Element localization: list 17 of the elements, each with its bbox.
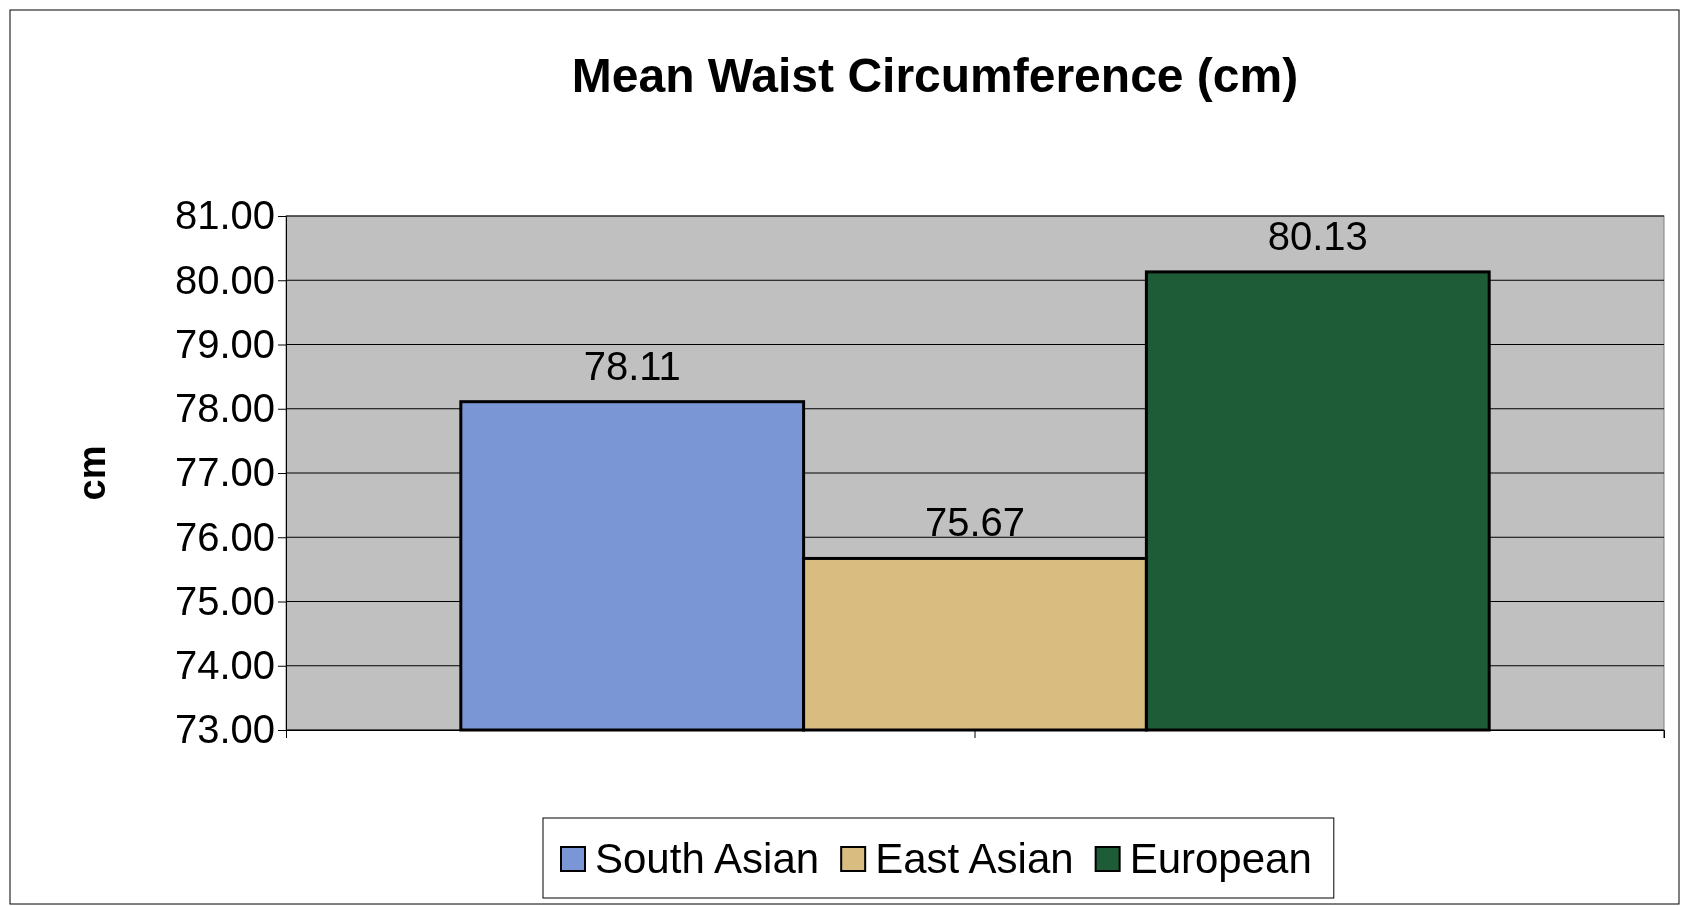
chart-title: Mean Waist Circumference (cm) <box>571 49 1299 102</box>
y-axis-title: cm <box>71 445 113 501</box>
data-label: 80.13 <box>1267 213 1368 258</box>
legend-label: European <box>1129 835 1312 882</box>
y-tick-label: 78.00 <box>174 386 275 431</box>
y-tick-label: 74.00 <box>174 643 275 688</box>
data-label: 78.11 <box>583 343 681 388</box>
data-label: 75.67 <box>924 500 1026 545</box>
y-tick-label: 75.00 <box>174 578 275 623</box>
legend-label: East Asian <box>875 835 1074 882</box>
y-tick-label: 76.00 <box>174 514 275 559</box>
y-tick-label: 79.00 <box>174 321 275 366</box>
y-tick-label: 81.00 <box>174 193 275 238</box>
y-tick-label: 73.00 <box>174 707 275 752</box>
legend-label: South Asian <box>595 835 820 882</box>
y-tick-label: 80.00 <box>174 257 275 302</box>
y-tick-label: 77.00 <box>174 450 275 495</box>
